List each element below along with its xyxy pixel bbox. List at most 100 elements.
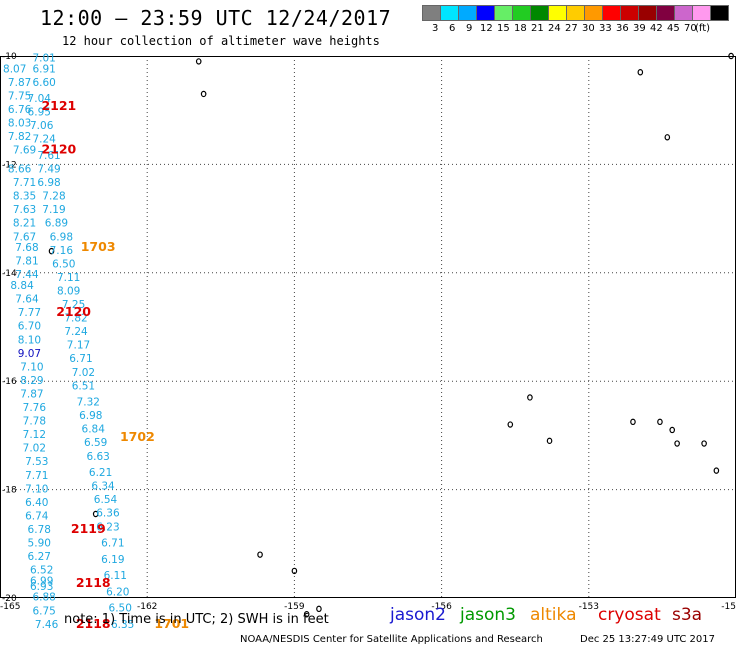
swh-value: 7.24	[32, 134, 56, 146]
swh-value: 7.25	[62, 299, 85, 311]
swh-value: 6.20	[106, 586, 129, 598]
satellite-name: altika	[530, 605, 577, 625]
island-outline	[303, 611, 310, 618]
swh-value: 8.21	[13, 218, 36, 230]
lat-tick-label: -20	[2, 594, 17, 604]
swh-value: 7.77	[18, 307, 41, 319]
swh-value: 6.50	[52, 258, 75, 270]
swh-value: 7.71	[13, 177, 36, 189]
swh-value: 6.60	[32, 77, 55, 89]
legend-label: (ft)	[695, 23, 711, 34]
legend-label: 33	[599, 23, 612, 34]
pass-time-labels: 2121 2120 1703 2120 1702 2119 2118 2118 1701	[41, 98, 189, 631]
swh-value: 7.46	[35, 619, 59, 631]
swh-value: 8.29	[20, 375, 43, 387]
swh-value: 7.10	[25, 483, 48, 495]
swh-value: 7.82	[64, 313, 87, 325]
map-subtitle: 12 hour collection of altimeter wave hei…	[62, 34, 380, 48]
lon-tick-label: -156	[431, 602, 452, 612]
swh-value: 6.89	[45, 218, 68, 230]
map-grid	[0, 56, 736, 598]
swh-value: 7.02	[23, 443, 46, 455]
swh-value: 7.32	[77, 397, 100, 409]
legend-label: 30	[582, 23, 595, 34]
pass-time-label: 2119	[71, 521, 106, 536]
swh-value: 7.82	[8, 131, 31, 143]
lon-tick-label: -162	[137, 602, 157, 612]
satellite-name: jason3	[460, 605, 516, 625]
swh-value: 8.84	[10, 280, 34, 292]
swh-value: 6.99	[30, 575, 53, 587]
satellite-name: cryosat	[598, 605, 661, 625]
island-outline	[664, 134, 671, 141]
island-outline	[546, 437, 553, 445]
legend-label: 45	[667, 23, 680, 34]
swh-value: 8.66	[8, 164, 32, 176]
swh-value: 7.16	[50, 245, 74, 257]
legend-swatch	[710, 5, 729, 21]
island-outline	[316, 605, 322, 613]
swh-value: 7.71	[25, 470, 48, 482]
swh-value: 7.12	[23, 429, 46, 441]
swh-value: 6.54	[94, 494, 118, 506]
swh-value: 6.59	[84, 437, 107, 449]
lat-tick-label: -16	[2, 377, 17, 387]
island-outline	[701, 440, 707, 447]
swh-value: 7.44	[15, 269, 39, 281]
swh-value: 6.91	[32, 63, 55, 75]
island-outline	[674, 440, 680, 447]
swh-value: 9.07	[18, 348, 41, 360]
swh-value: 7.81	[15, 256, 38, 268]
swh-value: 7.06	[30, 120, 54, 132]
swh-value: 6.63	[86, 451, 109, 463]
swh-value: 7.49	[37, 164, 60, 176]
swh-value: 6.27	[28, 551, 51, 563]
legend-label: 36	[616, 23, 629, 34]
swh-value: 6.70	[18, 321, 41, 333]
swh-value: 7.64	[15, 294, 39, 306]
swh-value: 6.78	[28, 524, 51, 536]
swh-value: 6.51	[72, 380, 95, 392]
island-outline	[713, 467, 720, 474]
legend-label: 70	[684, 23, 697, 34]
swh-value: 6.75	[32, 605, 55, 617]
lat-tick-label: -14	[2, 269, 17, 279]
swh-value: 7.02	[72, 367, 95, 379]
legend-label: 9	[466, 23, 473, 34]
legend-label: 12	[480, 23, 493, 34]
island-outline	[507, 421, 514, 428]
swh-value: 6.11	[104, 570, 127, 582]
swh-value: 7.63	[13, 204, 36, 216]
swh-value: 7.76	[23, 402, 47, 414]
swh-value: 7.24	[64, 326, 88, 338]
legend-label: 39	[633, 23, 646, 34]
island-outline	[669, 426, 676, 434]
island-outline	[630, 418, 636, 426]
swh-value: 6.88	[32, 592, 55, 604]
swh-value: 6.19	[101, 554, 124, 566]
legend-label: 6	[449, 23, 456, 34]
swh-value: 6.74	[25, 510, 49, 522]
swh-value: 6.71	[101, 538, 124, 550]
legend-label: 18	[514, 23, 527, 34]
swh-value: 6.34	[91, 481, 115, 493]
swh-value: 7.11	[57, 272, 80, 284]
map-border	[0, 56, 736, 598]
credit-footer: NOAA/NESDIS Center for Satellite Applica…	[240, 634, 543, 645]
swh-value: 7.61	[37, 150, 60, 162]
swh-value: 6.98	[37, 177, 60, 189]
swh-value: 8.35	[13, 191, 36, 203]
island-outline	[195, 58, 202, 65]
swh-value: 7.87	[20, 388, 43, 400]
island-outline	[527, 394, 533, 401]
pass-time-label: 2120	[41, 142, 76, 157]
swh-value: 7.75	[8, 90, 31, 102]
swh-value: 7.28	[42, 191, 65, 203]
swh-value: 7.68	[15, 242, 38, 254]
island-outline	[200, 90, 207, 98]
swh-value: 8.09	[57, 285, 80, 297]
swh-value: 8.07	[3, 63, 26, 75]
island-outline	[48, 247, 55, 255]
swh-value: 6.95	[28, 107, 51, 119]
